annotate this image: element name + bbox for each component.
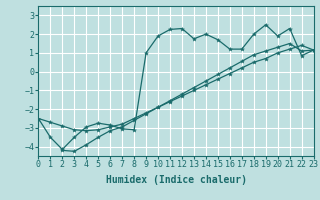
X-axis label: Humidex (Indice chaleur): Humidex (Indice chaleur) (106, 175, 246, 185)
